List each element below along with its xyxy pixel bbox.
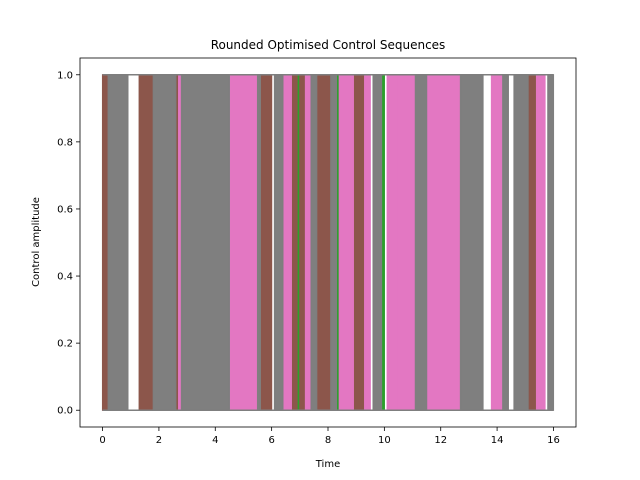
series-3-pulse-12 <box>547 74 555 411</box>
series-3-pulse-1 <box>152 74 177 411</box>
x-tick-label: 16 <box>547 435 560 446</box>
x-tick-label: 10 <box>378 435 391 446</box>
series-2-pulse-5 <box>338 74 354 411</box>
series-2-pulse-7 <box>386 74 400 411</box>
x-tick-label: 4 <box>212 435 218 446</box>
series-3-pulse-7 <box>372 74 383 411</box>
x-tick-label: 6 <box>268 435 274 446</box>
series-1-pulse-7 <box>352 74 366 411</box>
x-tick-label: 8 <box>325 435 331 446</box>
series-2-pulse-8 <box>397 74 416 411</box>
series-3-pulse-11 <box>513 74 529 411</box>
series-3-pulse-8 <box>414 74 428 411</box>
x-axis-ticks: 0 2 4 6 8 10 12 14 16 <box>99 427 560 446</box>
x-axis-title: Time <box>315 459 340 470</box>
series-3-pulse-0 <box>107 74 129 411</box>
series-3-pulse-6 <box>330 74 338 411</box>
x-tick-label: 14 <box>491 435 504 446</box>
x-tick-label: 0 <box>99 435 105 446</box>
series-3-pulse-5 <box>310 74 318 411</box>
series-1-pulse-4 <box>290 74 298 411</box>
series-2-pulse-10 <box>490 74 504 411</box>
series-3 <box>102 74 555 411</box>
y-axis-title: Control amplitude <box>31 197 42 287</box>
series-1-pulse-6 <box>316 74 332 411</box>
y-axis-ticks: 0.0 0.2 0.4 0.6 0.8 1.0 <box>57 70 80 417</box>
chart-title: Rounded Optimised Control Sequences <box>211 38 446 52</box>
series-2 <box>102 74 554 411</box>
series-3-pulse-10 <box>502 74 509 411</box>
series-3-pulse-3 <box>256 74 261 411</box>
series-2-pulse-4 <box>304 74 312 411</box>
series-3-pulse-9 <box>459 74 484 411</box>
series-3-pulse-4 <box>273 74 284 411</box>
series-2-pulse-11 <box>535 74 546 411</box>
series-1-pulse-1 <box>138 74 154 411</box>
series-1-pulse-5 <box>299 74 307 411</box>
chart-marks <box>101 74 555 411</box>
series-2-pulse-3 <box>282 74 292 411</box>
y-tick-label: 0.6 <box>57 204 73 215</box>
y-tick-label: 0.8 <box>57 137 73 148</box>
series-2-pulse-2 <box>228 74 259 411</box>
x-tick-label: 2 <box>156 435 162 446</box>
series-3-pulse-2 <box>180 74 230 411</box>
series-1-pulse-3 <box>259 74 273 411</box>
y-tick-label: 0.0 <box>57 406 73 417</box>
y-tick-label: 1.0 <box>57 70 73 81</box>
x-tick-label: 12 <box>434 435 447 446</box>
series-2-pulse-9 <box>426 74 462 411</box>
series-2-pulse-6 <box>364 74 371 411</box>
y-tick-label: 0.4 <box>57 272 73 283</box>
y-tick-label: 0.2 <box>57 339 73 350</box>
